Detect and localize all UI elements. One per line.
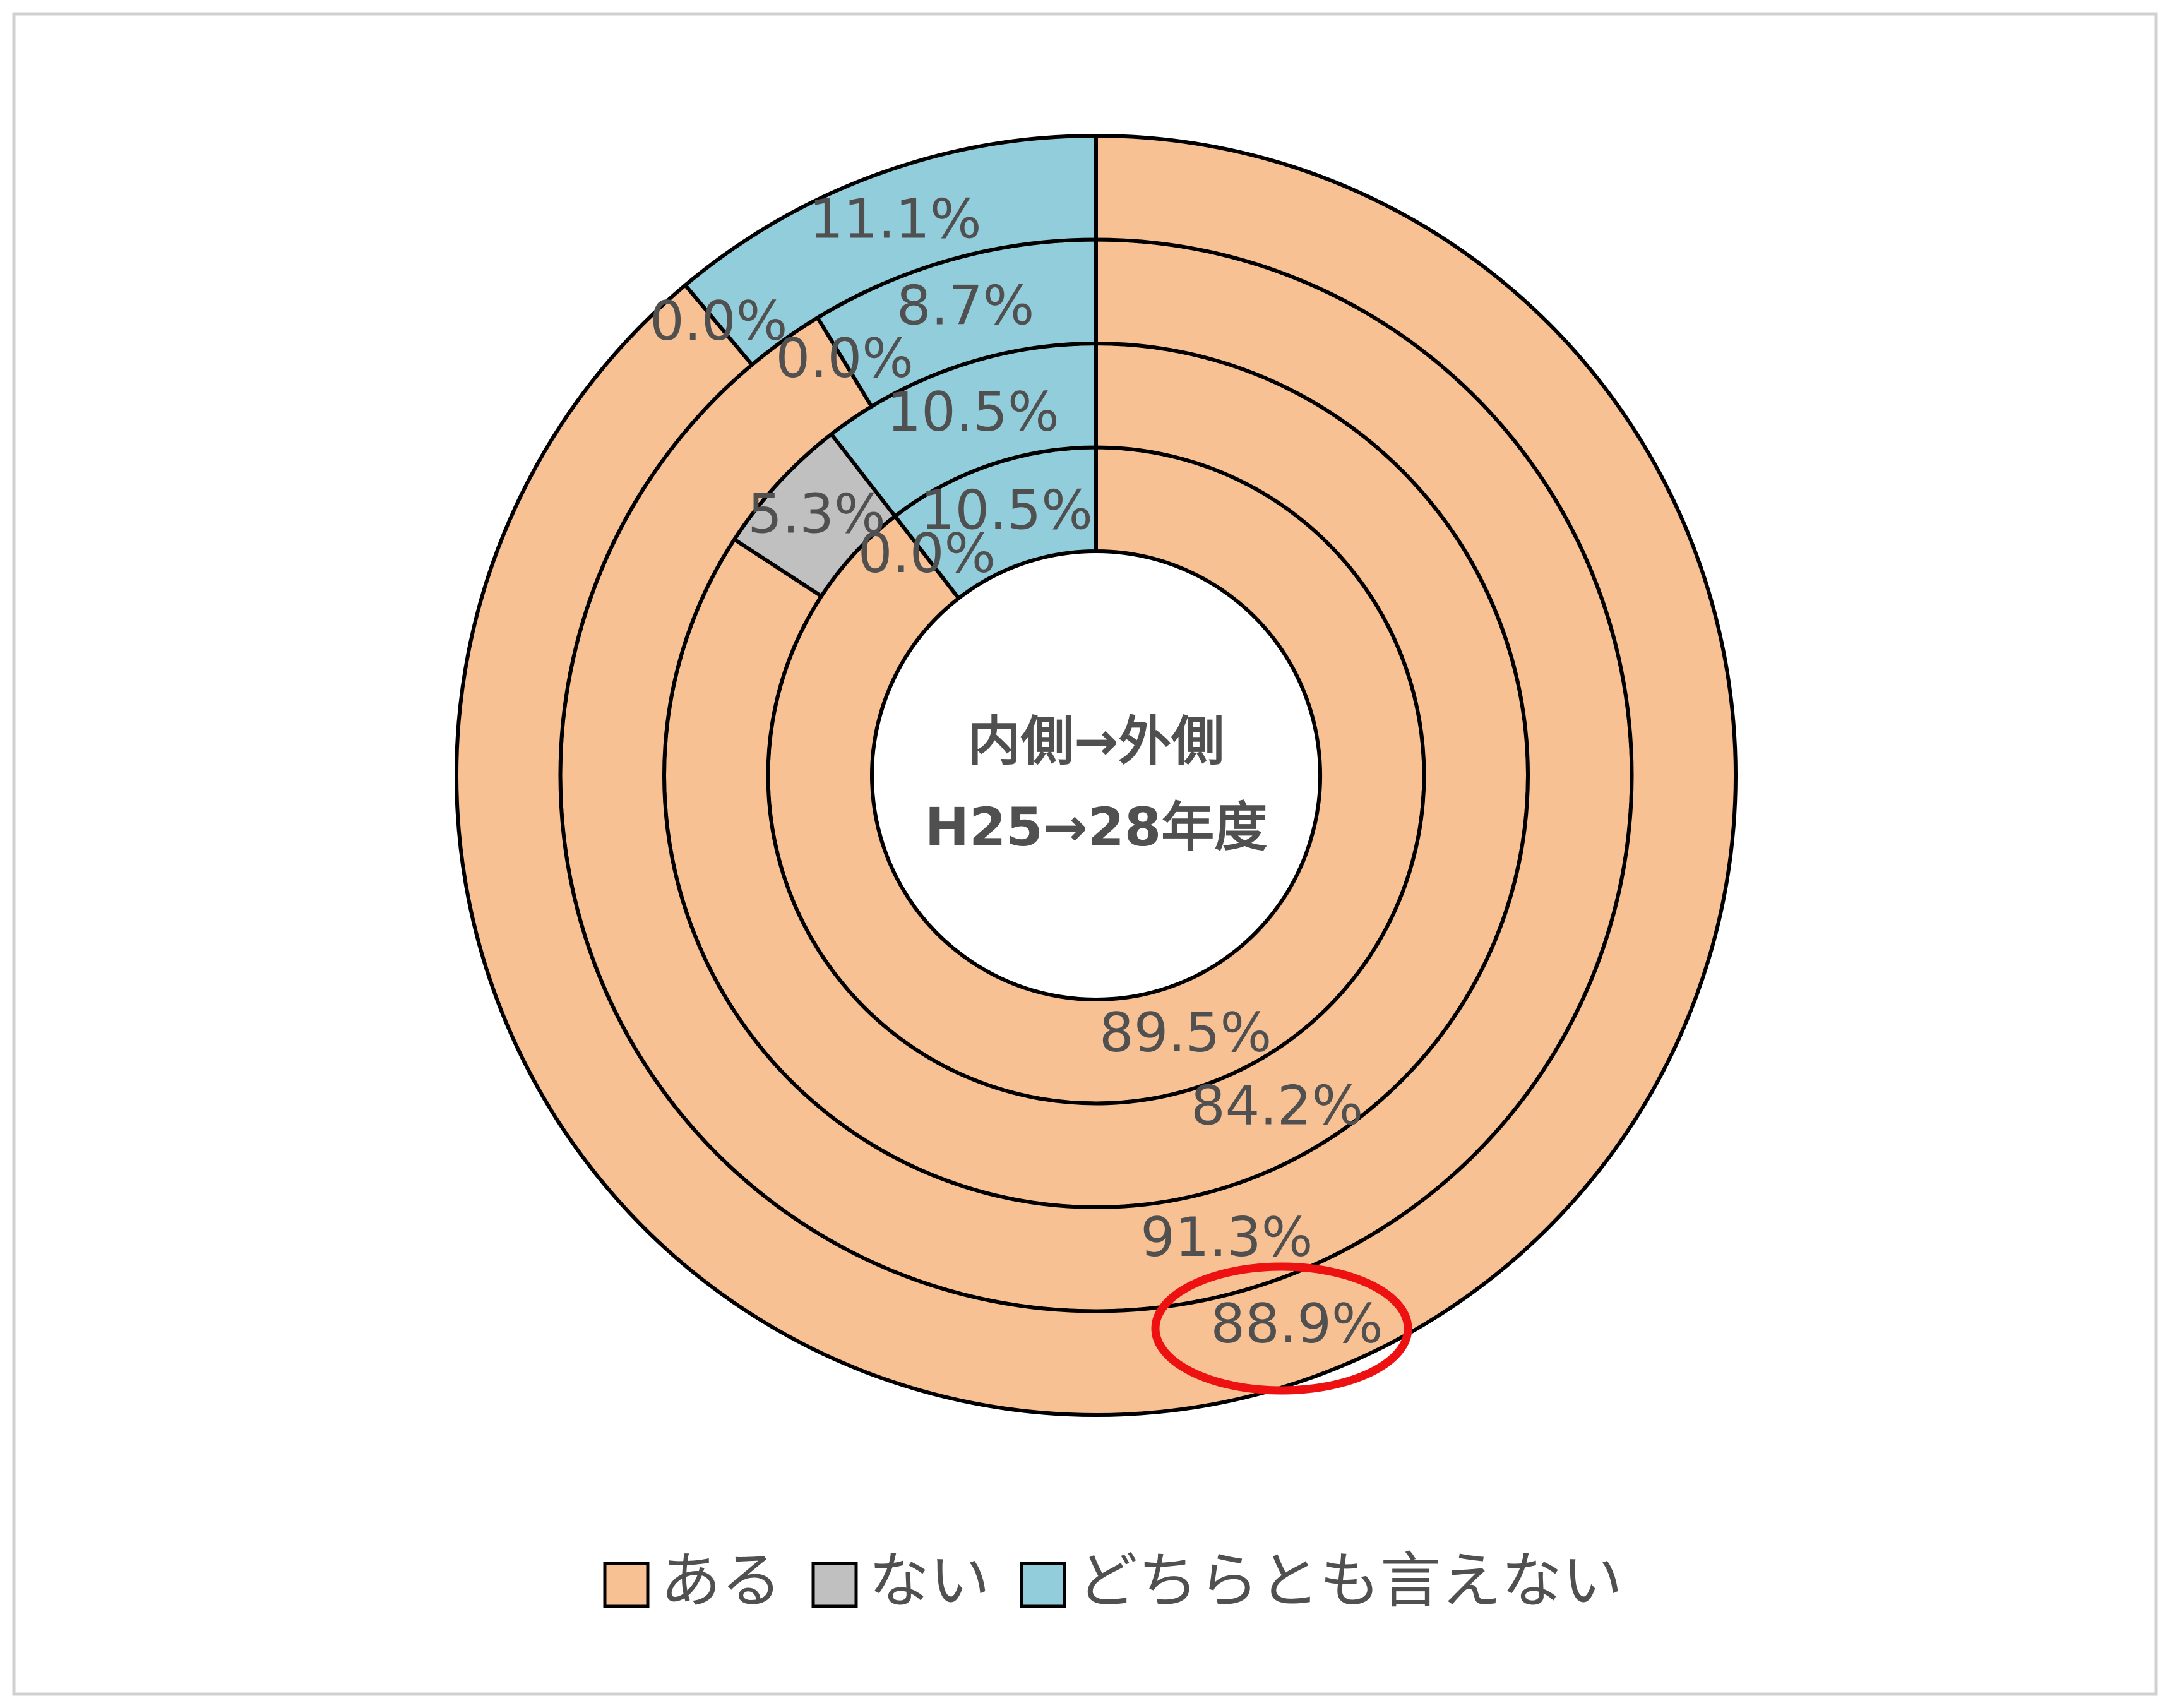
value-label: 11.1% <box>809 188 981 251</box>
legend-label: ある <box>660 1545 782 1616</box>
value-label: 84.2% <box>1191 1075 1363 1138</box>
legend: ある ない どちらとも言えない <box>603 1545 1623 1616</box>
value-label: 89.5% <box>1099 1001 1272 1065</box>
legend-swatch <box>1020 1562 1066 1608</box>
rings <box>455 134 1738 1417</box>
value-label: 8.7% <box>897 275 1035 338</box>
value-label: 0.0% <box>650 290 788 353</box>
legend-label: どちらとも言えない <box>1077 1545 1623 1616</box>
ring-segment <box>455 134 1738 1417</box>
highlight-ellipse <box>1151 1262 1412 1395</box>
value-label: 91.3% <box>1140 1206 1313 1269</box>
value-label: 0.0% <box>858 522 996 585</box>
value-label: 10.5% <box>886 381 1059 444</box>
value-label: 88.9% <box>1210 1293 1383 1356</box>
legend-label: ない <box>869 1545 990 1616</box>
center-text: 内側→外側 <box>968 710 1224 772</box>
value-label: 0.0% <box>775 327 914 390</box>
legend-swatch <box>811 1562 858 1608</box>
value-label: 10.5% <box>921 479 1093 542</box>
center-text: H25→28年度 <box>925 796 1267 858</box>
legend-swatch <box>603 1562 650 1608</box>
value-label: 5.3% <box>748 483 886 546</box>
value-labels: 89.5%0.0%10.5%84.2%5.3%10.5%91.3%0.0%8.7… <box>650 188 1383 1356</box>
ring-segment <box>683 134 1098 367</box>
